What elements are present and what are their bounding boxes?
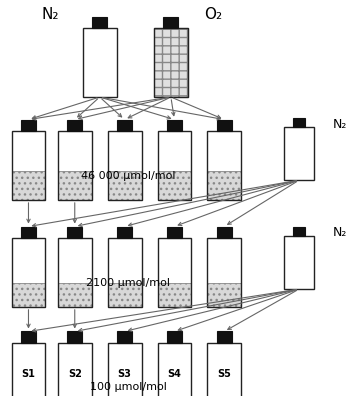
Text: O₂: O₂ [205, 7, 222, 22]
Bar [157, 171, 192, 200]
Bar [293, 227, 305, 236]
Bar [207, 238, 241, 307]
Bar [154, 28, 188, 97]
Bar [167, 331, 182, 343]
Bar [157, 131, 192, 200]
Bar [293, 118, 305, 127]
Bar [67, 331, 82, 343]
Bar [92, 17, 107, 28]
Bar [108, 171, 141, 200]
Text: N₂: N₂ [333, 226, 347, 239]
Text: 100 μmol/mol: 100 μmol/mol [90, 382, 167, 392]
Bar [284, 236, 314, 289]
Bar [67, 227, 82, 238]
Bar [167, 120, 182, 131]
Bar [207, 131, 241, 200]
Text: N₂: N₂ [41, 7, 59, 22]
Bar [117, 331, 132, 343]
Bar [167, 227, 182, 238]
Bar [58, 171, 91, 200]
Text: S5: S5 [218, 369, 231, 379]
Text: S1: S1 [22, 369, 35, 379]
Bar [83, 28, 117, 97]
Bar [58, 343, 91, 396]
Bar [157, 238, 192, 307]
Bar [108, 283, 141, 307]
Bar [217, 120, 232, 131]
Bar [217, 227, 232, 238]
Bar [11, 131, 46, 200]
Text: 46 000 μmol/mol: 46 000 μmol/mol [81, 171, 176, 181]
Text: N₂: N₂ [333, 118, 347, 131]
Bar [117, 120, 132, 131]
Bar [11, 283, 46, 307]
Bar [108, 343, 141, 396]
Bar [11, 171, 46, 200]
Bar [157, 283, 192, 307]
Bar [117, 227, 132, 238]
Bar [207, 283, 241, 307]
Bar [207, 343, 241, 396]
Bar [58, 283, 91, 307]
Bar [207, 171, 241, 200]
Bar [217, 331, 232, 343]
Text: 2100 μmol/mol: 2100 μmol/mol [86, 278, 170, 288]
Bar [21, 331, 36, 343]
Bar [154, 28, 188, 97]
Bar [284, 127, 314, 180]
Bar [163, 17, 178, 28]
Text: S4: S4 [168, 369, 181, 379]
Bar [21, 120, 36, 131]
Bar [108, 131, 141, 200]
Text: S3: S3 [118, 369, 131, 379]
Bar [157, 343, 192, 396]
Bar [11, 238, 46, 307]
Bar [67, 120, 82, 131]
Bar [58, 238, 91, 307]
Bar [58, 131, 91, 200]
Bar [21, 227, 36, 238]
Bar [108, 238, 141, 307]
Bar [11, 343, 46, 396]
Text: S2: S2 [68, 369, 82, 379]
